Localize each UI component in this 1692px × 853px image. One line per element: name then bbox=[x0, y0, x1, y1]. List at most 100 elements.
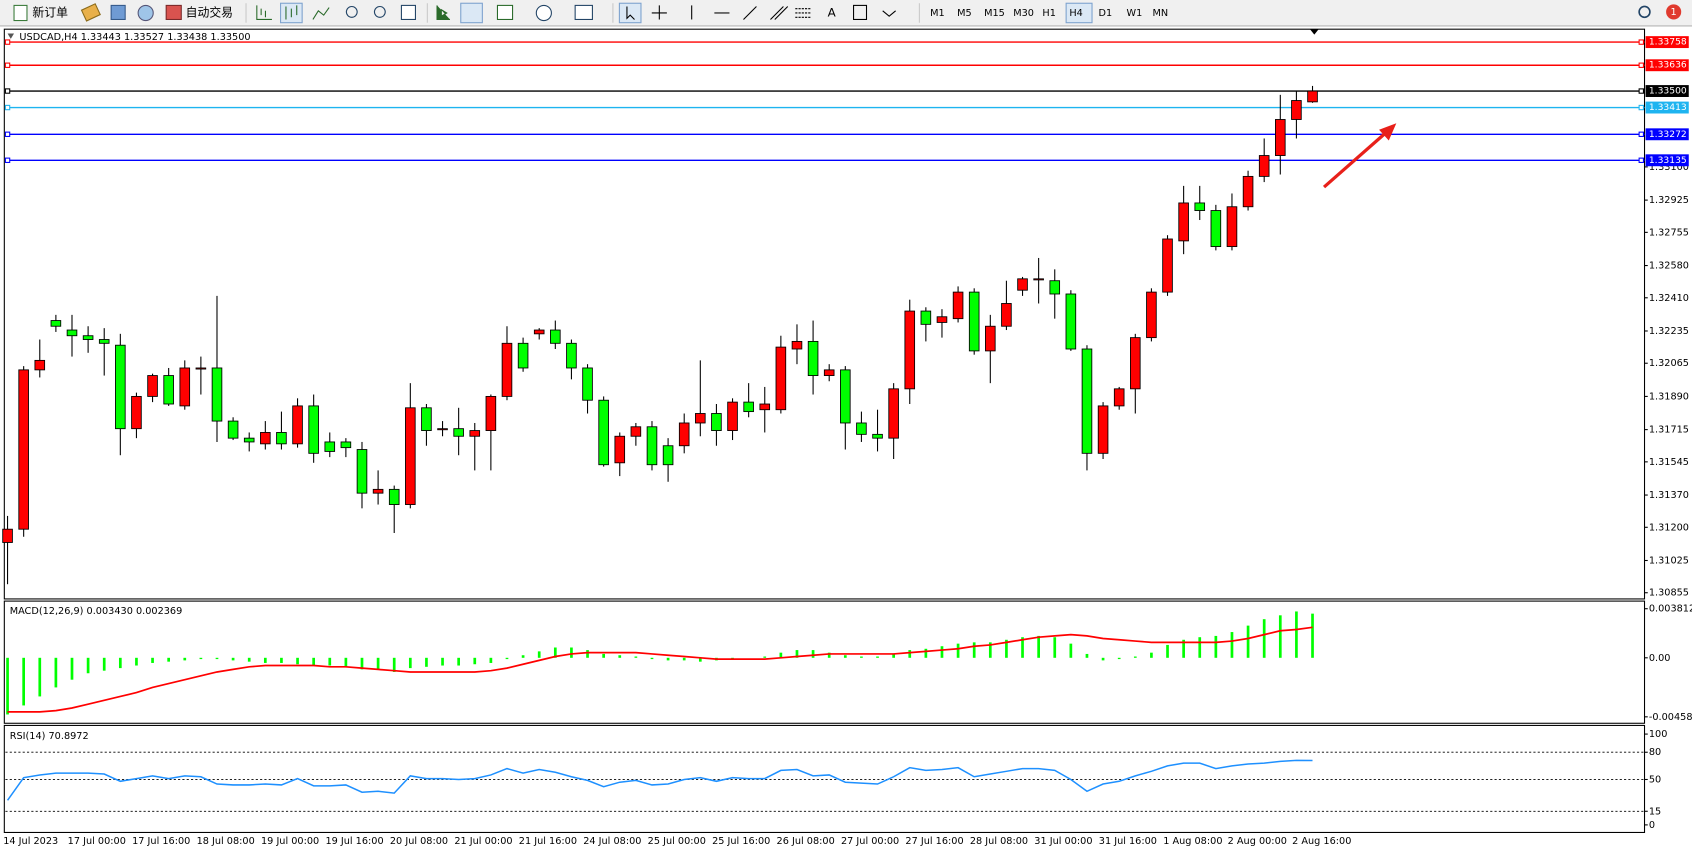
autoscroll-button[interactable] bbox=[436, 5, 450, 21]
candles-icon bbox=[285, 5, 298, 20]
level-handle bbox=[4, 39, 11, 45]
candle-body bbox=[630, 426, 642, 437]
tile-button[interactable] bbox=[400, 4, 416, 21]
x-tick-label: 1 Aug 08:00 bbox=[1163, 836, 1222, 847]
candle-body bbox=[211, 367, 223, 422]
x-tick-label: 31 Jul 16:00 bbox=[1099, 836, 1157, 847]
candle-body bbox=[405, 407, 416, 505]
line-chart-button[interactable] bbox=[312, 7, 330, 20]
price-panel bbox=[3, 28, 1646, 600]
candle-body bbox=[807, 340, 819, 376]
chart-title: USDCAD,H4 1.33443 1.33527 1.33438 1.3350… bbox=[19, 32, 250, 43]
candle-body bbox=[582, 367, 593, 401]
level-label-bg bbox=[1645, 128, 1689, 141]
new-order-button[interactable]: 新订单 bbox=[32, 5, 68, 19]
periods-button[interactable] bbox=[535, 4, 552, 22]
crosshair-button[interactable] bbox=[651, 5, 667, 20]
candle-body bbox=[227, 420, 239, 439]
label-button[interactable] bbox=[853, 4, 868, 21]
text-button[interactable]: A bbox=[828, 5, 837, 19]
candle-body bbox=[260, 432, 271, 445]
y-tick-label: 1.32235 bbox=[1649, 326, 1689, 337]
candle-body bbox=[936, 316, 948, 323]
notification-badge[interactable] bbox=[1666, 4, 1682, 20]
candle-body bbox=[1226, 206, 1238, 248]
level-label-bg bbox=[1645, 101, 1689, 114]
level-handle bbox=[4, 88, 11, 94]
cursor-icon bbox=[626, 6, 635, 20]
x-tick-label: 19 Jul 16:00 bbox=[325, 836, 383, 847]
candle-body bbox=[888, 388, 899, 439]
bar-chart-button[interactable] bbox=[256, 5, 272, 21]
level-label: 1.33636 bbox=[1649, 60, 1687, 71]
candle-body bbox=[533, 329, 545, 335]
level-label: 1.33500 bbox=[1649, 86, 1687, 97]
candle-body bbox=[437, 428, 448, 431]
y-tick-label: 15 bbox=[1649, 806, 1661, 817]
y-tick-label: 1.31890 bbox=[1649, 391, 1689, 402]
templates-button[interactable] bbox=[574, 4, 593, 21]
auto-trading-button[interactable]: 自动交易 bbox=[186, 5, 233, 19]
candle-body bbox=[147, 375, 158, 397]
timeframe-button[interactable]: M5 bbox=[957, 8, 972, 19]
candle-body bbox=[711, 413, 722, 431]
timeframe-button[interactable]: D1 bbox=[1099, 8, 1113, 19]
x-tick-label: 2 Aug 00:00 bbox=[1228, 836, 1287, 847]
timeframe-button[interactable]: M30 bbox=[1013, 8, 1034, 19]
arrows-button[interactable] bbox=[882, 10, 896, 17]
candle-body bbox=[920, 310, 932, 325]
candle-body bbox=[163, 375, 174, 405]
candle-body bbox=[469, 430, 481, 437]
level-label: 1.33758 bbox=[1649, 37, 1687, 48]
candle-body bbox=[421, 407, 432, 431]
x-tick-label: 17 Jul 00:00 bbox=[68, 836, 126, 847]
zoom-out-button[interactable] bbox=[373, 5, 386, 18]
level-handle bbox=[4, 131, 11, 137]
channel-button[interactable] bbox=[770, 6, 789, 20]
candle-body bbox=[1130, 337, 1141, 390]
timeframe-button[interactable]: H4 bbox=[1069, 8, 1082, 19]
timeframe-button[interactable]: H1 bbox=[1042, 8, 1055, 19]
timeframe-button[interactable]: M1 bbox=[930, 8, 945, 19]
toolbar-icon[interactable] bbox=[80, 3, 101, 22]
fibonacci-button[interactable] bbox=[795, 8, 811, 18]
timeframe-button[interactable]: M15 bbox=[984, 8, 1005, 19]
x-tick-label: 28 Jul 08:00 bbox=[970, 836, 1028, 847]
level-label: 1.33413 bbox=[1649, 102, 1687, 113]
candle-body bbox=[1162, 238, 1173, 293]
candle-body bbox=[1049, 280, 1061, 295]
timeframe-button[interactable]: W1 bbox=[1127, 8, 1143, 19]
symbol-marker bbox=[7, 33, 15, 39]
candle-body bbox=[372, 488, 384, 494]
trendline-button[interactable] bbox=[743, 6, 757, 20]
auto-trading-icon[interactable] bbox=[165, 4, 182, 21]
arrow-shaft bbox=[1322, 131, 1387, 189]
shift-button[interactable] bbox=[460, 2, 483, 24]
candle-body bbox=[550, 329, 561, 344]
y-tick-label: 1.32410 bbox=[1649, 293, 1689, 304]
candle-body bbox=[1033, 278, 1044, 281]
search-button[interactable] bbox=[1638, 5, 1651, 19]
candle-body bbox=[904, 310, 916, 390]
level-handle bbox=[1638, 131, 1644, 137]
candle-body bbox=[98, 339, 110, 344]
toolbar-icon[interactable] bbox=[137, 4, 154, 22]
candle-body bbox=[695, 413, 706, 424]
cursor-button[interactable] bbox=[618, 2, 642, 24]
y-tick-label: 80 bbox=[1649, 747, 1661, 758]
zoom-in-button[interactable] bbox=[345, 5, 358, 18]
timeframe-button[interactable]: MN bbox=[1152, 8, 1168, 19]
level-handle bbox=[4, 104, 11, 111]
candle-body bbox=[872, 433, 883, 439]
toolbar-icon[interactable] bbox=[110, 4, 126, 21]
indicators-button[interactable] bbox=[496, 4, 514, 21]
candle-body bbox=[727, 401, 738, 431]
candle-body bbox=[195, 367, 207, 370]
new-order-icon[interactable] bbox=[13, 4, 28, 22]
rsi-title: RSI(14) 70.8972 bbox=[10, 731, 89, 742]
candle-body bbox=[840, 369, 851, 424]
candle-body bbox=[678, 422, 690, 447]
level-handle bbox=[4, 62, 11, 68]
